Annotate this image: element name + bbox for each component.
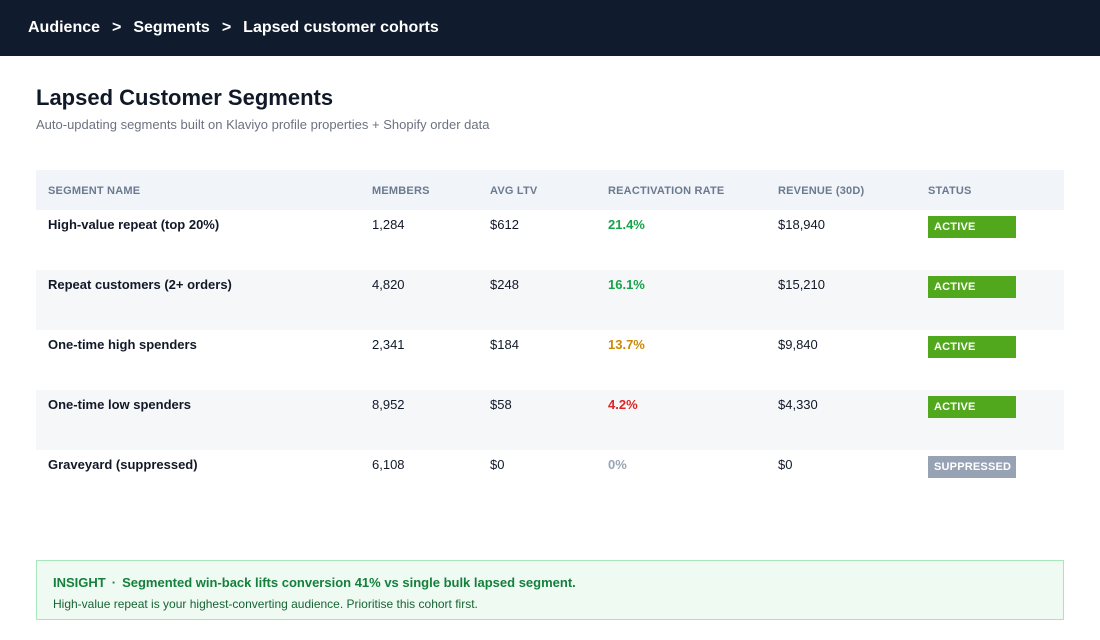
members-count: 2,341 — [372, 337, 405, 352]
members-count: 6,108 — [372, 457, 405, 472]
insight-headline: Segmented win-back lifts conversion 41% … — [122, 575, 576, 590]
avg-ltv: $58 — [490, 397, 512, 412]
insight-detail: High-value repeat is your highest-conver… — [53, 597, 478, 611]
status-badge: ACTIVE — [928, 276, 1016, 298]
segment-name: Graveyard (suppressed) — [48, 457, 198, 472]
page-title: Lapsed Customer Segments — [36, 85, 334, 110]
page-subtitle: Auto-updating segments built on Klaviyo … — [36, 117, 490, 132]
members-count: 4,820 — [372, 277, 405, 292]
breadcrumb-current: Lapsed customer cohorts — [243, 19, 439, 36]
segment-name: High-value repeat (top 20%) — [48, 217, 220, 232]
segment-name: Repeat customers (2+ orders) — [48, 277, 232, 292]
avg-ltv: $0 — [490, 457, 505, 472]
revenue-30d: $18,940 — [778, 217, 825, 232]
members-count: 8,952 — [372, 397, 405, 412]
revenue-30d: $9,840 — [778, 337, 818, 352]
top-bar: Audience > Segments > Lapsed customer cohort… — [0, 0, 1100, 56]
reactivation-rate: 16.1% — [608, 277, 645, 292]
status-badge: ACTIVE — [928, 336, 1016, 358]
column-header-segment-name: SEGMENT NAME — [48, 185, 141, 197]
breadcrumb-separator: > — [221, 19, 232, 36]
revenue-30d: $0 — [778, 457, 793, 472]
table-row[interactable]: High-value repeat (top 20%) 1,284 $612 2… — [36, 210, 1064, 270]
breadcrumb-segments[interactable]: Segments — [133, 19, 210, 36]
reactivation-rate: 21.4% — [608, 217, 645, 232]
reactivation-rate: 0% — [608, 457, 627, 472]
column-header-revenue: REVENUE (30D) — [778, 185, 865, 197]
column-header-members: MEMBERS — [372, 185, 430, 197]
status-badge: SUPPRESSED — [928, 456, 1016, 478]
table-row[interactable]: Graveyard (suppressed) 6,108 $0 0% $0 SU… — [36, 450, 1064, 510]
insight-label: INSIGHT — [53, 575, 106, 590]
segment-name: One-time low spenders — [48, 397, 192, 412]
reactivation-rate: 13.7% — [608, 337, 645, 352]
avg-ltv: $184 — [490, 337, 519, 352]
column-header-avg-ltv: AVG LTV — [490, 185, 538, 197]
column-header-status: STATUS — [928, 185, 972, 197]
reactivation-rate: 4.2% — [608, 397, 638, 412]
insight-headline-line: INSIGHT · Segmented win-back lifts convers… — [53, 575, 1063, 590]
breadcrumb-separator: > — [112, 19, 122, 36]
segment-name: One-time high spenders — [48, 337, 197, 352]
members-count: 1,284 — [372, 217, 405, 232]
table-row[interactable]: One-time low spenders 8,952 $58 4.2% $4,… — [36, 390, 1064, 450]
breadcrumb: Audience > Segments > Lapsed customer cohort… — [28, 19, 439, 37]
avg-ltv: $248 — [490, 277, 519, 292]
status-badge: ACTIVE — [928, 216, 1016, 238]
revenue-30d: $4,330 — [778, 397, 818, 412]
table-header: SEGMENT NAME MEMBERS AVG LTV REACTIVATIO… — [36, 170, 1064, 210]
status-badge: ACTIVE — [928, 396, 1016, 418]
insight-separator: · — [111, 575, 117, 590]
breadcrumb-audience[interactable]: Audience — [28, 19, 101, 36]
segments-table: SEGMENT NAME MEMBERS AVG LTV REACTIVATIO… — [36, 170, 1064, 510]
table-row[interactable]: One-time high spenders 2,341 $184 13.7% … — [36, 330, 1064, 390]
table-row[interactable]: Repeat customers (2+ orders) 4,820 $248 … — [36, 270, 1064, 330]
column-header-reactivation-rate: REACTIVATION RATE — [608, 185, 725, 197]
insight-callout: INSIGHT · Segmented win-back lifts convers… — [36, 560, 1064, 620]
revenue-30d: $15,210 — [778, 277, 825, 292]
avg-ltv: $612 — [490, 217, 519, 232]
